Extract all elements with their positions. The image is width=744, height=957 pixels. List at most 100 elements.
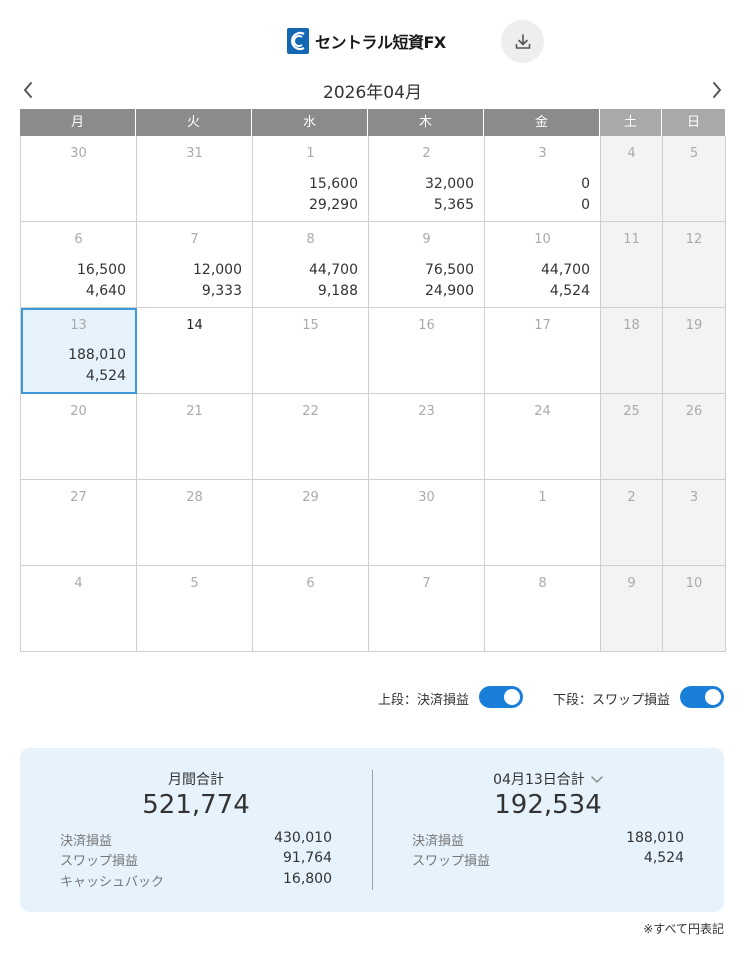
calendar-day-cell[interactable]: 1 xyxy=(485,480,601,566)
day-settlement-value: 44,700 xyxy=(309,262,358,278)
calendar-day-cell[interactable]: 6 16,500 4,640 xyxy=(21,222,137,308)
row-label: 決済損益 xyxy=(412,834,465,849)
calendar-day-cell[interactable]: 14 xyxy=(137,308,253,394)
day-number: 15 xyxy=(302,318,319,333)
day-number: 9 xyxy=(627,576,636,591)
calendar-day-cell[interactable]: 4 xyxy=(601,136,663,222)
day-number: 1 xyxy=(538,490,547,505)
calendar-day-cell[interactable]: 30 xyxy=(21,136,137,222)
calendar-day-cell[interactable]: 10 44,700 4,524 xyxy=(485,222,601,308)
daily-summary-title[interactable]: 04月13日合計 xyxy=(372,769,724,789)
lower-toggle-switch[interactable] xyxy=(680,686,724,708)
download-button[interactable] xyxy=(501,20,544,63)
calendar-day-cell[interactable]: 30 xyxy=(369,480,485,566)
calendar-day-cell[interactable]: 10 xyxy=(663,566,726,652)
calendar-day-cell[interactable]: 15 xyxy=(253,308,369,394)
row-value: 430,010 xyxy=(274,830,332,846)
day-swap-value: 4,524 xyxy=(85,368,126,384)
calendar-day-cell[interactable]: 8 44,700 9,188 xyxy=(253,222,369,308)
row-value: 188,010 xyxy=(626,830,684,846)
day-number: 20 xyxy=(70,404,87,419)
day-number: 9 xyxy=(422,232,431,247)
calendar-day-cell[interactable]: 20 xyxy=(21,394,137,480)
calendar-day-cell[interactable]: 4 xyxy=(21,566,137,652)
monthly-row-swap: スワップ損益 91,764 xyxy=(60,850,332,870)
prev-month-button[interactable] xyxy=(18,78,38,102)
day-number: 28 xyxy=(186,490,203,505)
day-number: 6 xyxy=(74,232,83,247)
calendar-day-cell[interactable]: 6 xyxy=(253,566,369,652)
calendar-day-cell[interactable]: 28 xyxy=(137,480,253,566)
monthly-summary-total: 521,774 xyxy=(142,790,250,820)
weekday-tue: 火 xyxy=(136,109,252,136)
calendar-day-cell[interactable]: 22 xyxy=(253,394,369,480)
day-swap-value: 9,188 xyxy=(317,283,358,299)
calendar-day-cell[interactable]: 19 xyxy=(663,308,726,394)
day-number: 19 xyxy=(685,318,703,333)
day-number: 3 xyxy=(538,146,547,161)
day-number: 7 xyxy=(422,576,431,591)
calendar-day-cell[interactable]: 12 xyxy=(663,222,726,308)
day-number: 25 xyxy=(623,404,640,419)
calendar-day-cell[interactable]: 29 xyxy=(253,480,369,566)
calendar-day-cell[interactable]: 9 76,500 24,900 xyxy=(369,222,485,308)
calendar-day-cell[interactable]: 13 188,010 4,524 xyxy=(21,308,137,394)
day-number: 14 xyxy=(186,318,203,333)
calendar-day-cell[interactable]: 26 xyxy=(663,394,726,480)
day-number: 23 xyxy=(418,404,435,419)
calendar-day-cell[interactable]: 3 xyxy=(663,480,726,566)
calendar-day-cell[interactable]: 17 xyxy=(485,308,601,394)
day-swap-value: 4,524 xyxy=(549,283,590,299)
day-number: 8 xyxy=(306,232,315,247)
calendar-day-cell[interactable]: 3 0 0 xyxy=(485,136,601,222)
chevron-right-icon xyxy=(713,82,721,98)
calendar-day-cell[interactable]: 24 xyxy=(485,394,601,480)
calendar-day-cell[interactable]: 21 xyxy=(137,394,253,480)
calendar-day-cell[interactable]: 31 xyxy=(137,136,253,222)
day-number: 2 xyxy=(627,490,636,505)
weekday-sun: 日 xyxy=(662,109,725,136)
chevron-down-icon xyxy=(591,772,603,788)
calendar-day-cell[interactable]: 9 xyxy=(601,566,663,652)
day-number: 6 xyxy=(306,576,315,591)
calendar-day-cell[interactable]: 27 xyxy=(21,480,137,566)
day-number: 3 xyxy=(689,490,699,505)
calendar-day-cell[interactable]: 2 xyxy=(601,480,663,566)
day-number: 12 xyxy=(685,232,703,247)
calendar-day-cell[interactable]: 16 xyxy=(369,308,485,394)
app-header: セントラル短資FX xyxy=(0,0,744,80)
calendar-day-cell[interactable]: 1 15,600 29,290 xyxy=(253,136,369,222)
day-settlement-value: 15,600 xyxy=(309,176,358,192)
calendar-day-cell[interactable]: 18 xyxy=(601,308,663,394)
calendar-day-cell[interactable]: 5 xyxy=(137,566,253,652)
weekday-wed: 水 xyxy=(252,109,368,136)
daily-row-settlement: 決済損益 188,010 xyxy=(412,830,684,850)
display-toggles: 上段：決済損益 下段：スワップ損益 xyxy=(0,684,744,710)
calendar-day-cell[interactable]: 23 xyxy=(369,394,485,480)
lower-toggle-label: 下段：スワップ損益 xyxy=(553,693,671,708)
brand-logo-icon xyxy=(287,28,309,54)
day-number: 11 xyxy=(623,232,640,247)
weekday-thu: 木 xyxy=(368,109,484,136)
calendar-day-cell[interactable]: 5 xyxy=(663,136,726,222)
calendar-day-cell[interactable]: 8 xyxy=(485,566,601,652)
day-settlement-value: 76,500 xyxy=(425,262,474,278)
daily-summary-title-text: 04月13日合計 xyxy=(493,772,585,788)
day-swap-value: 9,333 xyxy=(201,283,242,299)
summary-panel: 月間合計 521,774 決済損益 430,010 スワップ損益 91,764 … xyxy=(20,748,724,912)
calendar-day-cell[interactable]: 11 xyxy=(601,222,663,308)
upper-toggle-switch[interactable] xyxy=(479,686,523,708)
row-value: 91,764 xyxy=(283,850,332,866)
calendar-day-cell[interactable]: 25 xyxy=(601,394,663,480)
next-month-button[interactable] xyxy=(707,78,727,102)
day-number: 30 xyxy=(418,490,435,505)
calendar-day-cell[interactable]: 7 xyxy=(369,566,485,652)
calendar-day-cell[interactable]: 2 32,000 5,365 xyxy=(369,136,485,222)
day-settlement-value: 32,000 xyxy=(425,176,474,192)
calendar-day-cell[interactable]: 7 12,000 9,333 xyxy=(137,222,253,308)
day-swap-value: 24,900 xyxy=(425,283,474,299)
download-icon xyxy=(515,33,530,49)
daily-row-swap: スワップ損益 4,524 xyxy=(412,850,684,870)
month-title: 2026年04月 xyxy=(323,83,422,103)
monthly-summary: 月間合計 521,774 決済損益 430,010 スワップ損益 91,764 … xyxy=(20,748,372,912)
